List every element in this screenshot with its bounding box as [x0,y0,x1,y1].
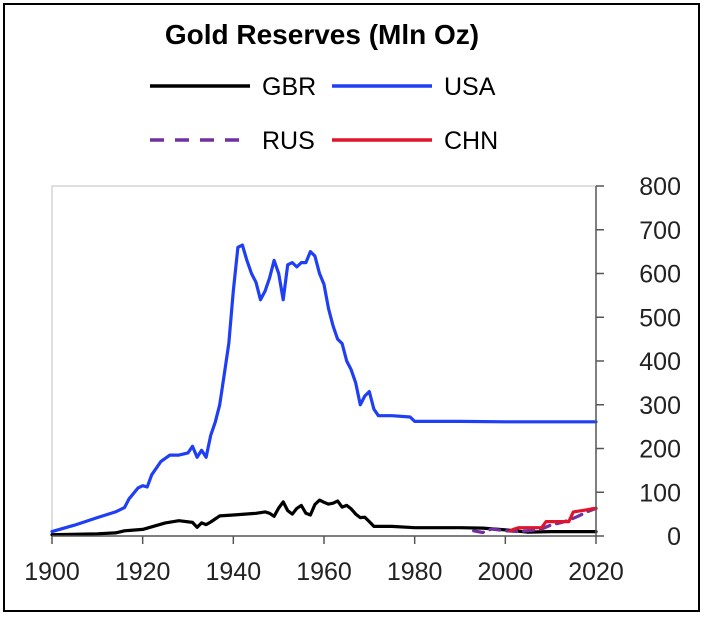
y-tick-label: 800 [639,173,681,201]
series-line-usa [50,243,598,534]
series-line-gbr [50,498,598,537]
x-tick-label: 1900 [24,558,80,586]
chart-title: Gold Reserves (Mln Oz) [165,19,479,50]
legend-label-chn: CHN [444,127,498,155]
legend: GBR USA RUS CHN [150,73,498,155]
y-tick-label: 300 [639,392,681,420]
y-tick-label: 600 [639,261,681,289]
series-layer [50,243,598,537]
y-tick-label: 700 [639,217,681,245]
axes: 1900 1920 1940 1960 1980 2000 2020 0 100 200 300 40… [24,173,681,586]
x-tick-label: 1920 [115,558,171,586]
legend-label-rus: RUS [262,127,315,155]
x-tick-label: 1940 [206,558,262,586]
y-tick-label: 100 [639,479,681,507]
y-tick-label: 0 [667,523,681,551]
y-tick-label: 500 [639,304,681,332]
y-tick-label: 400 [639,348,681,376]
x-tick-label: 2020 [568,558,624,586]
x-tick-label: 1960 [296,558,352,586]
legend-label-gbr: GBR [262,73,316,101]
series-line-chn [508,506,598,533]
x-tick-label: 2000 [478,558,534,586]
legend-label-usa: USA [444,73,496,101]
x-tick-label: 1980 [387,558,443,586]
plot-area [51,185,597,537]
y-tick-label: 200 [639,436,681,464]
